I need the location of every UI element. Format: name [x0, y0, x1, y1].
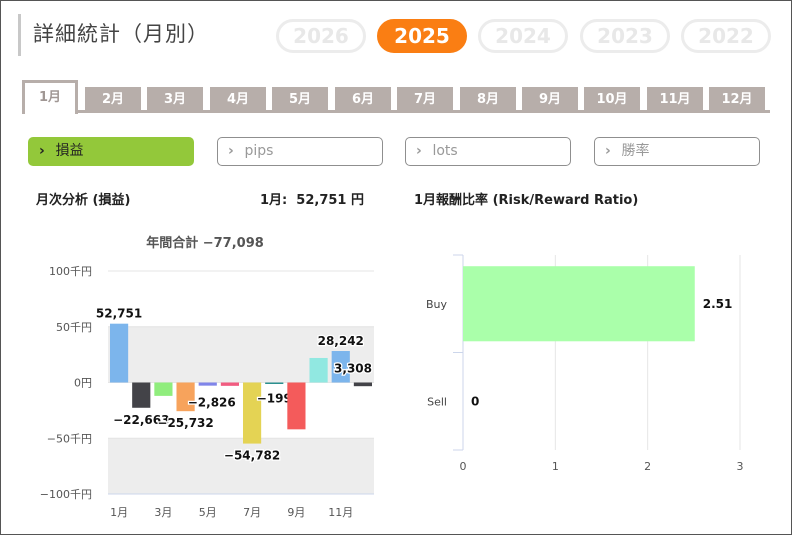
tab-month-9[interactable]: 9月: [522, 87, 578, 111]
tab-month-1[interactable]: 1月: [22, 80, 78, 114]
tab-month-8[interactable]: 8月: [460, 87, 516, 111]
chevron-right-icon: ›: [605, 143, 611, 159]
metric-button-pips[interactable]: › pips: [217, 137, 383, 166]
tab-month-6[interactable]: 6月: [335, 87, 391, 111]
metric-button-label: 損益: [55, 143, 84, 159]
month-tabs-underline: [22, 110, 770, 113]
tab-month-4[interactable]: 4月: [210, 87, 266, 111]
monthly-analysis-title: 月次分析 (損益): [36, 193, 131, 208]
metric-button-winrate[interactable]: › 勝率: [594, 137, 760, 166]
chevron-right-icon: ›: [416, 143, 422, 159]
tab-month-10[interactable]: 10月: [584, 87, 640, 111]
tab-month-2[interactable]: 2月: [85, 87, 141, 111]
chevron-right-icon: ›: [39, 143, 45, 159]
page-title: 詳細統計（月別）: [33, 22, 209, 46]
tab-month-11[interactable]: 11月: [647, 87, 703, 111]
year-pill-2025[interactable]: 2025: [377, 19, 467, 53]
tab-month-5[interactable]: 5月: [272, 87, 328, 111]
year-pill-2024[interactable]: 2024: [478, 19, 568, 53]
risk-reward-title: 1月報酬比率 (Risk/Reward Ratio): [414, 193, 639, 208]
tab-month-12[interactable]: 12月: [709, 87, 765, 111]
year-pill-2022[interactable]: 2022: [681, 19, 771, 53]
metric-button-lots[interactable]: › lots: [405, 137, 571, 166]
month-profit-summary: 1月: 52,751 円: [260, 193, 364, 208]
tab-month-3[interactable]: 3月: [147, 87, 203, 111]
metric-button-label: lots: [432, 143, 458, 159]
page-header: 詳細統計（月別）: [18, 14, 209, 56]
tab-month-7[interactable]: 7月: [397, 87, 453, 111]
year-pill-2023[interactable]: 2023: [580, 19, 670, 53]
metric-button-label: 勝率: [621, 143, 650, 159]
chevron-right-icon: ›: [228, 143, 234, 159]
year-pill-2026[interactable]: 2026: [276, 19, 366, 53]
metric-button-label: pips: [244, 143, 274, 159]
metric-button-profit[interactable]: › 損益: [28, 137, 194, 166]
